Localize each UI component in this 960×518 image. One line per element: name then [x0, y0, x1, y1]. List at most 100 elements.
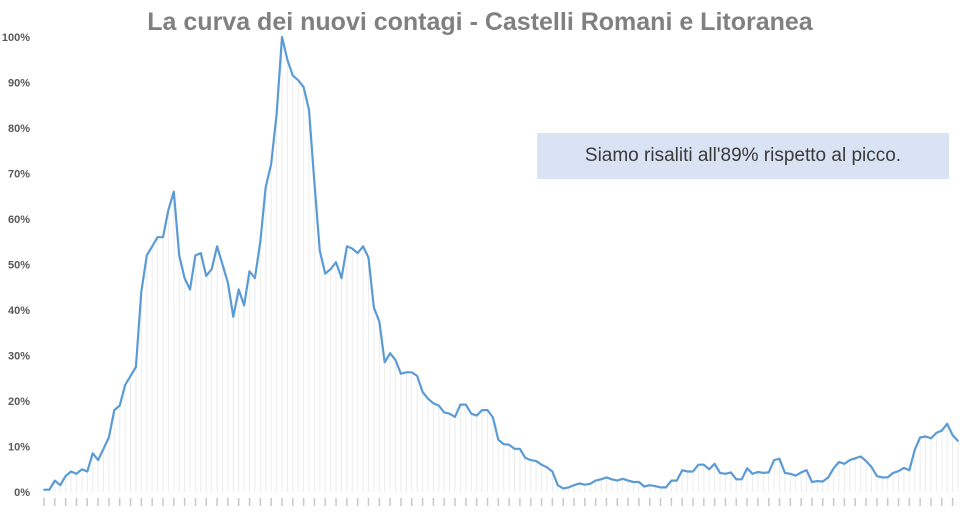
- data-point: [616, 479, 619, 482]
- data-point: [367, 256, 370, 259]
- data-point: [118, 404, 121, 407]
- data-point: [567, 486, 570, 489]
- data-point: [767, 471, 770, 474]
- data-point: [832, 467, 835, 470]
- y-tick-label: 100%: [2, 32, 30, 44]
- data-point: [75, 473, 78, 475]
- data-point: [91, 452, 94, 455]
- data-point: [248, 270, 251, 273]
- data-point: [621, 478, 624, 480]
- data-point: [492, 416, 494, 419]
- data-point: [546, 466, 548, 469]
- y-tick-label: 60%: [8, 214, 30, 226]
- y-tick-label: 20%: [8, 396, 30, 408]
- data-point: [681, 469, 683, 471]
- data-point: [281, 36, 283, 38]
- data-point: [838, 461, 840, 463]
- data-point: [670, 479, 673, 482]
- data-point: [675, 479, 678, 482]
- data-point: [221, 263, 224, 266]
- data-point: [470, 412, 473, 415]
- data-point: [735, 478, 738, 481]
- data-point: [183, 277, 186, 279]
- data-point: [589, 483, 592, 485]
- data-point: [692, 470, 694, 473]
- y-tick-label: 50%: [8, 260, 30, 272]
- series-line: [44, 35, 959, 491]
- annotation-box: Siamo risaliti all'89% rispetto al picco…: [537, 133, 949, 179]
- data-point: [540, 463, 543, 466]
- data-point: [551, 470, 554, 473]
- data-point: [805, 469, 808, 471]
- data-point: [340, 277, 343, 279]
- data-point: [86, 470, 89, 473]
- data-point: [951, 434, 954, 436]
- data-point: [697, 463, 700, 466]
- data-point: [421, 391, 424, 393]
- data-point: [632, 481, 635, 483]
- data-point: [465, 403, 467, 406]
- data-point: [816, 480, 819, 482]
- data-point: [794, 474, 797, 477]
- data-point: [686, 470, 689, 473]
- data-point: [313, 181, 316, 184]
- data-point: [913, 449, 916, 451]
- data-point: [129, 375, 132, 377]
- data-point: [64, 475, 67, 477]
- data-point: [757, 471, 759, 473]
- data-point: [378, 320, 381, 323]
- data-point: [800, 471, 802, 474]
- y-axis: 0% 10% 20% 30% 40% 50% 60% 70% 80% 90% 100%: [2, 32, 30, 499]
- data-point: [751, 473, 754, 475]
- data-point: [432, 402, 435, 405]
- data-point: [189, 288, 191, 291]
- data-point: [308, 109, 310, 111]
- data-point: [508, 443, 510, 446]
- x-axis: [43, 498, 954, 506]
- data-point: [821, 480, 824, 483]
- data-point: [135, 366, 137, 368]
- data-point: [876, 475, 878, 477]
- data-point: [237, 288, 240, 291]
- data-point: [416, 375, 418, 377]
- data-point: [519, 447, 521, 450]
- data-point: [254, 277, 256, 279]
- data-point: [362, 245, 364, 248]
- data-point: [438, 404, 440, 407]
- data-point: [405, 371, 408, 374]
- data-point: [113, 409, 116, 411]
- data-point: [957, 440, 959, 442]
- data-point: [97, 459, 99, 461]
- data-point: [232, 316, 235, 318]
- data-point: [659, 486, 662, 489]
- data-point: [124, 384, 126, 386]
- y-tick-label: 90%: [8, 78, 30, 90]
- y-tick-label: 70%: [8, 169, 30, 181]
- data-point: [59, 484, 62, 486]
- data-point: [319, 250, 321, 252]
- data-point: [102, 447, 105, 450]
- data-point: [556, 484, 559, 486]
- data-point: [216, 245, 218, 248]
- data-point: [286, 58, 289, 61]
- data-point: [410, 371, 413, 374]
- data-point: [627, 479, 629, 482]
- data-point: [243, 304, 245, 307]
- data-point: [573, 484, 575, 486]
- data-point: [210, 268, 213, 270]
- data-point: [167, 209, 170, 211]
- data-point: [264, 186, 267, 188]
- data-point: [81, 468, 83, 471]
- data-point: [665, 486, 667, 489]
- data-point: [459, 403, 462, 406]
- data-point: [773, 459, 775, 461]
- data-point: [70, 470, 72, 473]
- data-point: [724, 473, 727, 475]
- data-point: [849, 459, 851, 461]
- data-point: [145, 254, 148, 257]
- data-point: [611, 478, 613, 481]
- data-point: [356, 252, 359, 254]
- data-point: [54, 479, 56, 482]
